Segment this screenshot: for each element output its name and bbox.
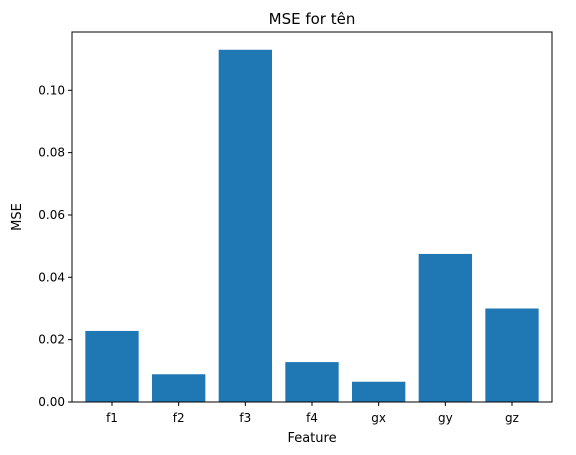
x-tick-label: f1 xyxy=(106,411,118,425)
y-tick-label: 0.06 xyxy=(38,208,65,222)
chart-title: MSE for tên xyxy=(269,10,356,28)
y-tick-label: 0.00 xyxy=(38,395,65,409)
x-tick-label: gx xyxy=(371,411,386,425)
bar-f3 xyxy=(218,49,272,403)
bar-f4 xyxy=(285,362,339,402)
y-axis-label: MSE xyxy=(10,203,25,231)
y-tick-label: 0.10 xyxy=(38,83,65,97)
plot-frame xyxy=(71,31,553,403)
bar-f1 xyxy=(85,330,139,402)
x-tick-label: f4 xyxy=(306,411,318,425)
bar-f2 xyxy=(152,374,206,402)
x-tick-label: gy xyxy=(438,411,453,425)
bar-gy xyxy=(418,253,472,402)
x-axis-label: Feature xyxy=(287,431,336,446)
bars-group xyxy=(85,49,539,403)
x-tick-label: f3 xyxy=(239,411,251,425)
bar-gz xyxy=(485,308,539,402)
bar-gx xyxy=(352,381,406,402)
y-tick-label: 0.02 xyxy=(38,333,65,347)
y-axis-ticks: 0.00 0.02 0.04 0.06 0.08 0.10 xyxy=(38,83,72,409)
y-tick-label: 0.08 xyxy=(38,146,65,160)
y-tick-label: 0.04 xyxy=(38,270,65,284)
x-tick-label: f2 xyxy=(173,411,185,425)
x-axis-ticks: f1 f2 f3 f4 gx gy gz xyxy=(106,402,519,425)
x-tick-label: gz xyxy=(505,411,519,425)
